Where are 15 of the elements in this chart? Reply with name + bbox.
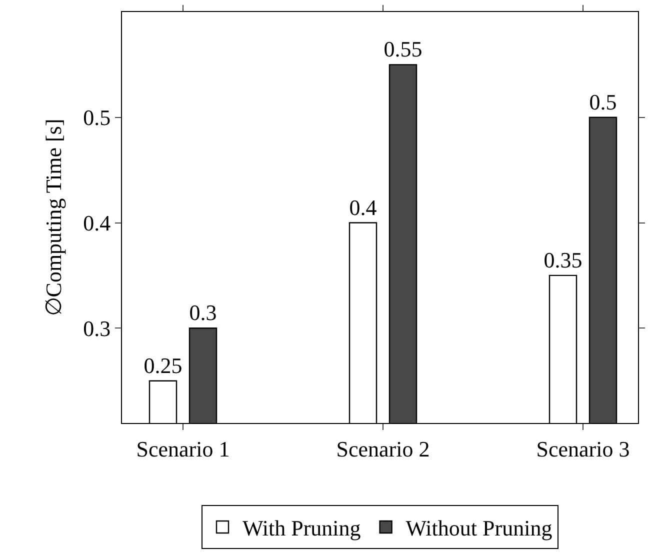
- y-axis-title: ∅Computing Time [s]: [40, 118, 66, 316]
- data-label: 0.5: [589, 89, 617, 114]
- legend-label: With Pruning: [242, 516, 361, 541]
- data-label: 0.55: [384, 36, 422, 62]
- x-tick-label: Scenario 1: [136, 436, 230, 462]
- y-tick-label: 0.4: [83, 210, 111, 236]
- data-label: 0.3: [189, 300, 217, 326]
- data-label: 0.4: [349, 194, 377, 220]
- legend-label: Without Pruning: [406, 516, 552, 541]
- x-tick-label: Scenario 3: [536, 436, 630, 462]
- y-tick-label: 0.5: [83, 105, 111, 130]
- x-tick-label: Scenario 2: [336, 436, 430, 462]
- data-label: 0.25: [144, 352, 182, 378]
- y-tick-label: 0.3: [83, 316, 111, 341]
- data-label: 0.35: [544, 247, 582, 272]
